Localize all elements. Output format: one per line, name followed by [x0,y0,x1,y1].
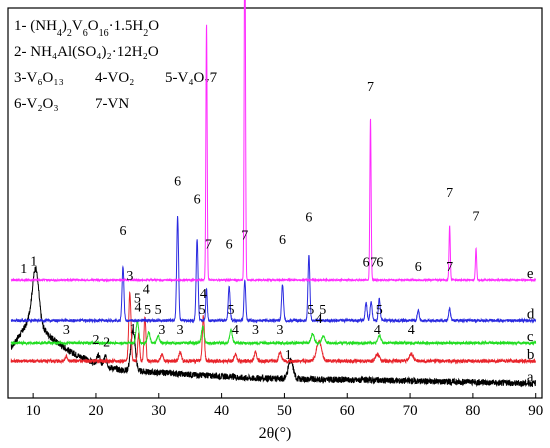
x-axis-label: 2θ(°) [259,425,292,442]
peak-label-e-3: 7 [473,210,480,225]
peak-label-a-0: 1 [20,262,27,277]
peak-label-e-1: 7 [367,80,374,95]
peak-label-d-6: 6 [279,233,286,248]
peak-label-b-12: 4 [408,323,415,338]
legend-entry-3: 3-V₆O₁₃ [14,70,64,86]
x-tick-label-70: 70 [403,403,418,419]
legend-entry-2: 2- NH₄Al(SO₄)₂·12H₂O [14,44,159,60]
peak-label-b-2: 4 [135,301,142,316]
x-tick-label-10: 10 [26,403,41,419]
series-c-line [10,319,537,347]
peak-label-a-2: 2 [93,333,100,348]
peak-label-c-2: 5 [155,303,162,318]
peak-label-b-11: 4 [374,323,381,338]
peak-label-d-5: 7 [241,229,248,244]
peak-label-d-3: 7 [205,238,212,253]
curve-label-c: c [527,329,534,345]
curve-label-b: b [527,347,535,363]
peak-label-d-10: 6 [376,256,383,271]
peak-label-b-3: 4 [143,283,150,298]
x-tick-label-60: 60 [340,403,355,419]
peak-label-c-5: 5 [307,303,314,318]
peak-label-e-2: 7 [446,186,453,201]
x-tick-label-90: 90 [528,403,543,419]
peak-label-c-6: 5 [319,303,326,318]
peak-label-c-4: 5 [228,303,235,318]
peak-label-a-4: 1 [130,322,137,337]
series-e-line [10,0,537,283]
x-tick-label-30: 30 [151,403,166,419]
x-axis: 10 20 30 40 50 60 70 80 90 [26,393,543,419]
peak-label-d-12: 7 [446,260,453,275]
peak-label-b-9: 3 [277,323,284,338]
peak-label-b-5: 3 [177,323,184,338]
peak-label-c-1: 5 [144,303,151,318]
curve-label-d: d [527,307,535,323]
x-tick-label-80: 80 [465,403,480,419]
peak-label-d-8: 6 [363,256,370,271]
peak-label-b-1: 3 [126,269,133,284]
series-d-line [10,215,537,324]
peak-label-c-7: 5 [376,303,383,318]
x-tick-label-40: 40 [214,403,229,419]
peak-label-d-9: 7 [370,256,377,271]
curve-label-a: a [527,370,534,386]
curve-label-e: e [527,266,534,282]
peak-label-a-3: 2 [103,336,110,351]
peak-label-b-6: 4 [200,287,207,302]
peak-label-b-7: 4 [232,323,239,338]
legend-entry-7: 7-VN [95,96,129,112]
peak-label-a-5: 1 [285,348,292,363]
series-a-line [10,266,537,388]
legend-entry-4: 4-VO₂ [95,70,134,86]
peak-label-c-0: 5 [134,292,141,307]
peak-label-d-0: 6 [120,224,127,239]
plot-frame [7,7,543,399]
peak-label-d-7: 6 [305,211,312,226]
peak-label-c-3: 5 [199,303,206,318]
legend-entry-6: 6-V₂O₃ [14,96,59,112]
peak-label-d-11: 6 [415,260,422,275]
legend-entry-5: 5-V₄O₇7 [165,70,218,86]
series-layer [10,0,537,388]
legend: 1- (NH4)2V6O16·1.5H2O 2- NH₄Al(SO₄)₂·12H… [14,18,218,112]
x-tick-label-20: 20 [88,403,103,419]
peak-label-a-1: 1 [30,254,37,269]
legend-entry-1: 1- (NH4)2V6O16·1.5H2O [14,18,159,39]
peak-label-d-4: 6 [226,238,233,253]
peak-label-d-1: 6 [174,175,181,190]
peak-label-b-10: 4 [316,312,323,327]
x-tick-label-50: 50 [277,403,292,419]
series-b-line [10,291,537,365]
peak-label-d-2: 6 [194,193,201,208]
peak-label-b-0: 3 [63,323,70,338]
peak-label-b-4: 3 [158,323,165,338]
peak-label-b-8: 3 [252,323,259,338]
